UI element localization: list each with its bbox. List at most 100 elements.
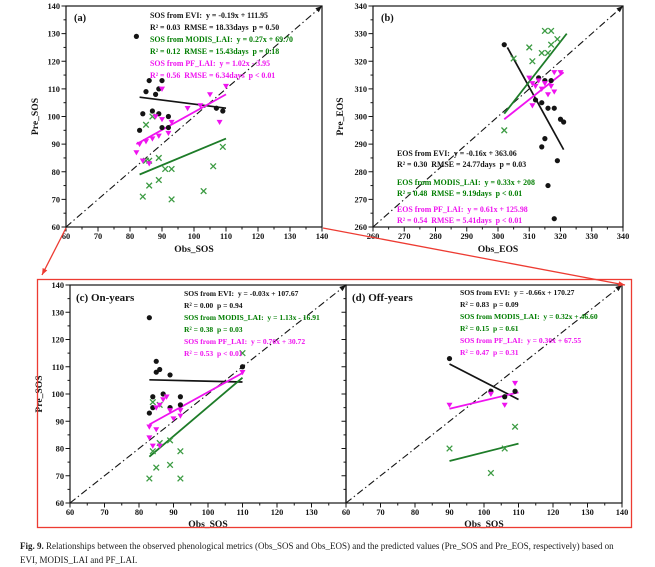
one-to-one-line [69,284,347,504]
y-tick-label: 70 [52,195,60,204]
y-tick-label: 70 [56,472,64,481]
data-point-triangle [216,119,223,126]
data-point-triangle [538,86,545,92]
y-tick-label: 140 [47,2,60,11]
series-evi [146,315,246,416]
x-tick-label: 130 [581,508,594,517]
x-tick-label: 290 [460,232,473,241]
data-point-x [200,187,207,195]
data-point-circle [501,42,507,48]
x-tick-label: 70 [376,508,384,517]
data-point-triangle [529,81,536,87]
data-point-circle [133,33,139,39]
x-axis-label: Obs_SOS [464,519,503,530]
y-tick-label: 300 [354,113,367,122]
y-axis-label: Pre_SOS [30,98,41,135]
x-tick-label: 120 [271,508,284,517]
regression-annotation: SOS from MODIS_LAI: y = 0.27x + 69.70 [150,35,293,44]
x-tick-label: 80 [411,508,419,517]
data-point-circle [146,77,152,84]
data-point-x [511,423,519,430]
data-point-triangle [551,70,558,76]
y-tick-label: 130 [47,30,60,39]
x-tick-label: 120 [547,508,560,517]
x-tick-label: 140 [616,508,629,517]
data-point-circle [545,182,551,189]
one-to-one-line [65,5,323,228]
red-connector-right [322,227,626,286]
data-point-triangle [197,103,204,109]
data-point-x [152,464,160,471]
data-point-circle [220,108,226,114]
x-tick-label: 280 [429,232,442,241]
regression-annotation: R² = 0.38 p = 0.03 [184,325,243,334]
data-point-x [446,445,453,452]
series-evi [133,33,226,133]
regression-annotation: R² = 0.83 p = 0.09 [460,300,519,309]
y-tick-label: 340 [354,2,367,11]
figure-caption: Fig. 9. Relationships between the observ… [20,540,626,567]
data-point-x [149,447,157,455]
data-point-circle [539,100,545,106]
x-tick-label: 110 [220,232,232,241]
y-tick-label: 90 [52,140,60,149]
data-point-triangle [156,443,163,449]
data-point-circle [146,410,152,416]
y-tick-label: 80 [52,168,60,177]
data-point-triangle [165,130,172,137]
data-point-circle [167,372,173,378]
figure-number: Fig. 9. [20,541,44,551]
data-point-x [142,121,150,129]
x-axis-label: Obs_SOS [188,519,227,530]
data-point-triangle [535,78,542,84]
data-point-circle [150,394,156,400]
regression-annotation: SOS from PF_LAI: y = 0.70x + 30.72 [184,337,305,346]
data-point-triangle [159,117,165,123]
x-tick-label: 60 [342,508,350,517]
x-tick-label: 110 [512,508,524,517]
series-pf_lai [133,83,229,167]
data-point-circle [159,124,165,131]
x-tick-label: 130 [284,232,297,241]
data-point-triangle [136,141,143,148]
data-point-triangle [146,161,153,167]
x-tick-label: 60 [62,232,70,241]
panel-label-b: (b) [381,13,394,24]
series-modis_lai [500,27,561,134]
data-point-circle [539,144,545,150]
panel-d: SOS from EVI: y = -0.66x + 170.27 R² = 0.… [341,284,629,530]
data-point-triangle [184,106,191,112]
data-point-triangle [170,416,177,422]
data-point-circle [213,105,219,111]
fit-line-modis_lai [139,137,227,176]
x-tick-label: 80 [126,232,134,241]
data-point-triangle [557,70,564,76]
data-point-circle [554,158,560,164]
fit-line-modis_lai [449,442,519,462]
panel-label-c: (c) On-years [76,292,135,304]
arrowhead [315,6,322,13]
x-tick-label: 110 [236,508,248,517]
highlight-annotations [36,227,633,529]
data-point-circle [542,136,548,142]
x-tick-label: 100 [478,508,491,517]
x-tick-label: 320 [554,232,567,241]
data-point-triangle [487,391,494,397]
regression-annotation: SOS from MODIS_LAI: y = 1.13x - 16.91 [184,313,320,322]
x-tick-label: 70 [94,232,102,241]
y-axis-label: Pre_EOS [335,97,346,135]
x-tick-label: 130 [305,508,318,517]
regression-annotation: EOS from EVI: y = -0.16x + 363.06 [397,149,517,158]
regression-annotation: R² = 0.30 RMSE = 24.77days p = 0.03 [397,160,526,169]
y-tick-label: 140 [51,281,64,290]
regression-annotation: SOS from MODIS_LAI: y = 0.32x + 46.60 [460,312,598,321]
data-point-circle [146,315,152,321]
data-point-triangle [177,408,184,414]
regression-annotation: R² = 0.56 RMSE = 6.34days p < 0.01 [150,71,275,80]
phenology-scatter-panels: SOS from EVI: y = -0.19x + 111.95 R² = 0.… [30,2,633,530]
data-point-triangle [160,397,167,403]
data-point-x [219,143,227,151]
panel-label-a: (a) [74,13,86,24]
y-tick-label: 280 [354,168,367,177]
data-point-circle [548,77,554,84]
